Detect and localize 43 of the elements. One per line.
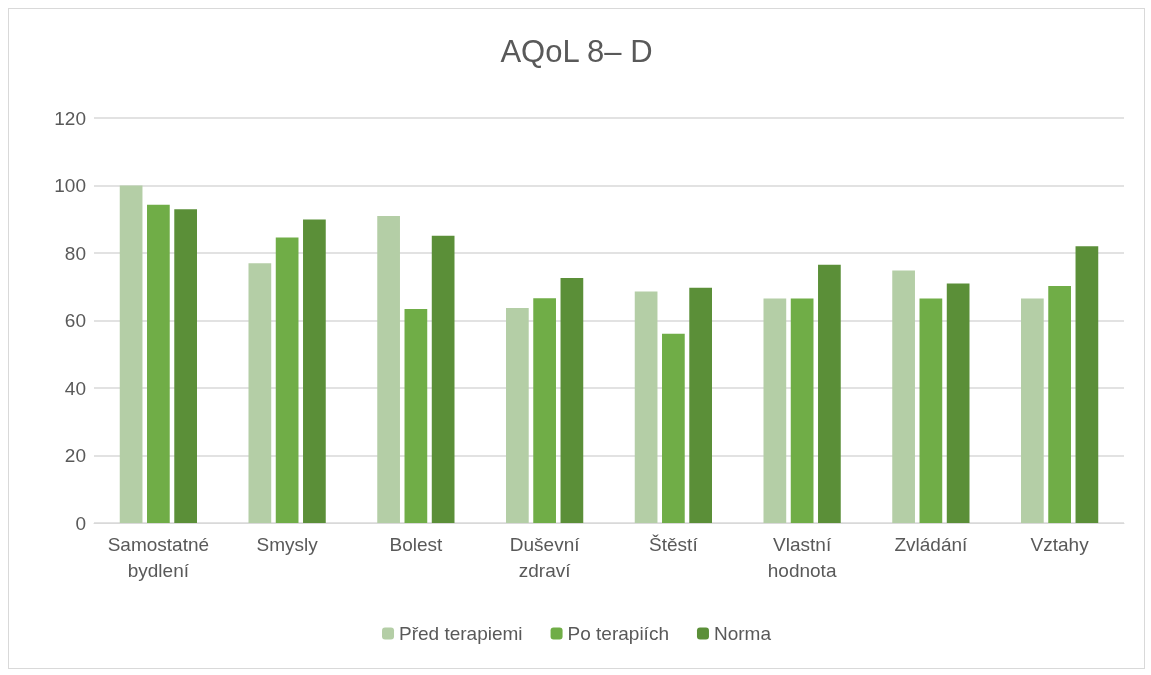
bar bbox=[275, 237, 299, 523]
chart-title: AQoL 8– D bbox=[500, 34, 653, 69]
y-tick-label: 60 bbox=[64, 310, 86, 331]
bar bbox=[431, 235, 455, 523]
x-tick-label: Vztahy bbox=[1030, 533, 1090, 555]
x-tick-label: Samostatné bydlení bbox=[107, 533, 210, 581]
bar bbox=[689, 287, 712, 523]
y-tick-label: 40 bbox=[64, 377, 86, 399]
bar bbox=[946, 283, 970, 523]
y-tick-label: 100 bbox=[54, 175, 86, 196]
bar bbox=[662, 333, 685, 523]
bar bbox=[248, 263, 272, 523]
bar bbox=[818, 264, 841, 523]
bar bbox=[506, 308, 529, 523]
bar bbox=[790, 298, 814, 523]
x-tick-label: Smysly bbox=[256, 533, 319, 555]
bar bbox=[560, 277, 584, 523]
x-tick-label: Duševní zdraví bbox=[509, 533, 581, 581]
bar bbox=[174, 209, 197, 523]
legend-label: Po terapiích bbox=[567, 623, 669, 644]
bar bbox=[404, 309, 428, 523]
bar bbox=[377, 215, 400, 523]
legend-label: Před terapiemi bbox=[399, 623, 523, 644]
y-tick-label: 20 bbox=[64, 445, 86, 466]
x-tick-label: Bolest bbox=[389, 533, 443, 555]
bar bbox=[919, 298, 943, 523]
legend-label: Norma bbox=[713, 623, 772, 644]
bar bbox=[1048, 286, 1071, 523]
x-tick-label: Zvládání bbox=[894, 533, 969, 555]
bar bbox=[892, 270, 915, 523]
bar bbox=[763, 298, 787, 523]
x-tick-label: Štěstí bbox=[649, 533, 699, 555]
bar bbox=[119, 185, 143, 523]
bar bbox=[634, 291, 658, 523]
y-tick-label: 80 bbox=[64, 242, 86, 264]
bar bbox=[1075, 246, 1099, 523]
bar bbox=[303, 219, 326, 523]
bar bbox=[533, 298, 556, 523]
bar bbox=[147, 204, 170, 523]
y-tick-label: 120 bbox=[54, 107, 86, 129]
bar bbox=[1021, 298, 1044, 523]
y-tick-label: 0 bbox=[75, 512, 86, 534]
x-tick-label: Vlastní hodnota bbox=[767, 533, 837, 581]
